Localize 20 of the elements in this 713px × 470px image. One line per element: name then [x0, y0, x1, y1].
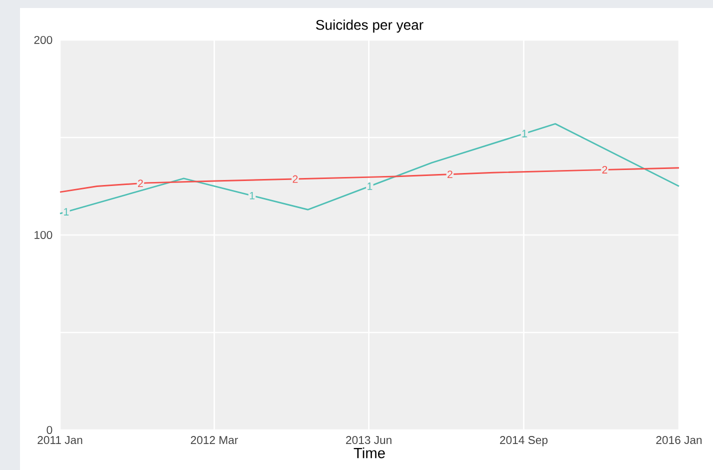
text: 2 [138, 180, 143, 188]
series-label: 1 [250, 192, 254, 200]
chart-title: Suicides per year [316, 20, 424, 33]
x-axis-title: Time [354, 447, 385, 458]
line-series [59, 167, 680, 193]
x-tick-label: 2011 Jan [38, 436, 82, 444]
x-tick-label: 2016 Jan [656, 436, 702, 444]
x-tick-label: 2012 Mar [190, 436, 238, 444]
text: 1 [522, 130, 527, 138]
text: 1 [368, 182, 372, 190]
line-series [59, 123, 680, 214]
text: 1 [64, 208, 69, 216]
text: 2 [448, 170, 452, 178]
y-tick-label: 100 [34, 230, 52, 239]
text: 2 [602, 166, 608, 174]
x-tick-label: 2013 Jun [346, 436, 392, 444]
series-label: 2 [292, 175, 298, 183]
y-tick-label: 200 [34, 36, 52, 44]
x-tick-label: 2014 Sep [500, 436, 548, 446]
y-tick-label: 0 [46, 426, 52, 434]
